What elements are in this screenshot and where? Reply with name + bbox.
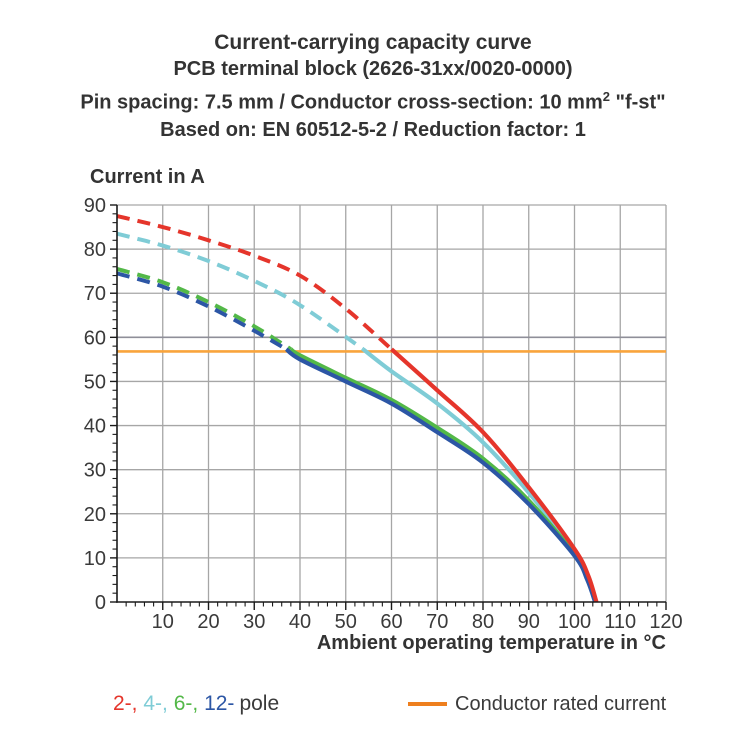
y-tick-label-90: 90 xyxy=(84,195,106,217)
grid xyxy=(117,204,667,602)
y-tick-label-20: 20 xyxy=(84,504,106,526)
x-tick-label-100: 100 xyxy=(558,611,591,633)
curve-2-pole-solid xyxy=(390,347,599,603)
legend-pole-item-2: 2-, xyxy=(113,692,138,715)
subtitle-specs-post: "f-st" xyxy=(609,91,666,114)
x-axis-label: Ambient operating temperature in °C xyxy=(316,632,666,654)
y-tick-label-30: 30 xyxy=(84,460,106,482)
chart-subtitle-product: PCB terminal block (2626-31xx/0020-0000) xyxy=(173,58,573,80)
legend-pole-item-4: 4-, xyxy=(143,692,168,715)
x-tick-label-120: 120 xyxy=(649,611,682,633)
y-tick-label-70: 70 xyxy=(84,283,106,305)
x-tick-label-70: 70 xyxy=(426,611,448,633)
x-tick-label-60: 60 xyxy=(380,611,402,633)
x-tick-label-50: 50 xyxy=(335,611,357,633)
y-tick-label-0: 0 xyxy=(95,592,106,614)
x-tick-label-20: 20 xyxy=(197,611,219,633)
legend-pole-item-6: 6-, xyxy=(173,692,199,715)
ticks xyxy=(110,204,667,610)
y-tick-label-80: 80 xyxy=(84,239,106,261)
rated-current-swatch xyxy=(408,702,447,706)
y-tick-label-50: 50 xyxy=(84,371,106,393)
y-tick-label-60: 60 xyxy=(84,327,106,349)
curve-4-pole-dashed xyxy=(116,231,365,351)
title-block: Current-carrying capacity curve PCB term… xyxy=(0,29,746,144)
subtitle-specs-sup: 2 xyxy=(602,89,610,104)
curve-4-pole-solid xyxy=(361,347,599,603)
legend-pole-suffix: pole xyxy=(239,692,280,715)
y-axis-label: Current in A xyxy=(90,166,205,188)
x-tick-label-90: 90 xyxy=(518,611,540,633)
curve-6-pole-dashed xyxy=(116,267,292,351)
curve-12-pole-solid xyxy=(284,347,598,603)
x-tick-label-10: 10 xyxy=(152,611,174,633)
subtitle-specs-pre: Pin spacing: 7.5 mm / Conductor cross-se… xyxy=(80,91,603,114)
chart-subtitle-specs: Pin spacing: 7.5 mm / Conductor cross-se… xyxy=(0,83,746,117)
curve-2-pole-dashed xyxy=(116,214,393,351)
curve-12-pole-dashed xyxy=(116,271,288,351)
chart-subtitle-standard: Based on: EN 60512-5-2 / Reduction facto… xyxy=(160,118,586,141)
legend-pole-items: 2-, 4-, 6-, 12- xyxy=(113,692,234,715)
y-tick-label-10: 10 xyxy=(84,548,106,570)
curve-6-pole-solid xyxy=(289,347,598,603)
tick-labels: 10 20 30 40 50 60 70 80 90 100 110 120 0 10 20 30 40 50 60… xyxy=(84,195,683,633)
x-tick-label-80: 80 xyxy=(472,611,494,633)
legend-pole-item-12: 12- xyxy=(204,692,235,715)
chart-title: Current-carrying capacity curve xyxy=(214,31,532,54)
y-tick-label-40: 40 xyxy=(84,416,106,438)
legend-poles: 2-, 4-, 6-, 12- pole xyxy=(113,691,279,717)
curves xyxy=(116,214,599,603)
x-tick-label-30: 30 xyxy=(243,611,265,633)
rated-current-label: Conductor rated current xyxy=(455,693,667,715)
x-tick-label-40: 40 xyxy=(289,611,311,633)
x-tick-label-110: 110 xyxy=(604,611,636,633)
